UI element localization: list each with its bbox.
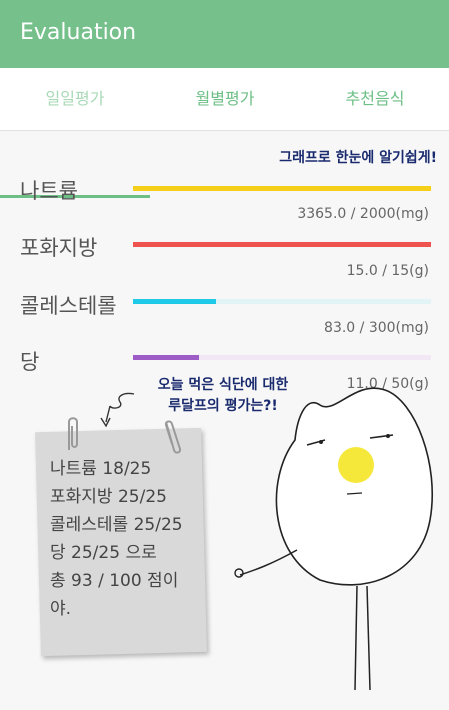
nutrient-bar-cholesterol bbox=[133, 299, 216, 304]
nutrient-track-sodium bbox=[133, 186, 431, 191]
evaluation-note-text: 나트륨 18/25 포화지방 25/25 콜레스테롤 25/25 당 25/25… bbox=[50, 459, 183, 619]
nutrient-track-sugar bbox=[133, 355, 431, 360]
nutrient-track-saturated-fat bbox=[133, 242, 431, 247]
nutrient-amount-sugar: 11.0 / 50(g) bbox=[346, 376, 429, 392]
paperclip-icon bbox=[164, 420, 182, 454]
squiggle-arrow-icon bbox=[100, 392, 135, 428]
nutrient-label-cholesterol: 콜레스테롤 bbox=[20, 294, 117, 318]
nutrient-amount-cholesterol: 83.0 / 300(mg) bbox=[324, 320, 429, 336]
nutrient-amount-saturated-fat: 15.0 / 15(g) bbox=[346, 263, 429, 279]
nutrient-bar-saturated-fat bbox=[133, 242, 431, 247]
nutrient-label-saturated-fat: 포화지방 bbox=[20, 236, 98, 260]
speech-line-1: 오늘 먹은 식단에 대한 bbox=[157, 377, 289, 393]
ludolf-character-illustration bbox=[234, 387, 434, 690]
nutrient-label-sugar: 당 bbox=[20, 350, 40, 374]
speech-line-2: 루달프의 평가는?! bbox=[168, 398, 278, 414]
paperclip-icon bbox=[68, 417, 78, 450]
app-bar: Evaluation bbox=[0, 0, 449, 68]
speech-bubble: 오늘 먹은 식단에 대한 루달프의 평가는?! bbox=[138, 375, 308, 417]
tab-monthly-evaluation[interactable]: 월별평가 bbox=[195, 89, 255, 108]
tab-indicator bbox=[0, 195, 150, 198]
graph-headline: 그래프로 한눈에 알기쉽게! bbox=[279, 150, 437, 166]
nutrient-bar-sugar bbox=[133, 355, 199, 360]
tab-recommended-food[interactable]: 추천음식 bbox=[345, 89, 405, 108]
tab-daily-evaluation[interactable]: 일일평가 bbox=[45, 89, 105, 108]
tab-bar: 일일평가 월별평가 추천음식 bbox=[0, 68, 449, 198]
nutrient-track-cholesterol bbox=[133, 299, 431, 304]
nutrient-label-sodium: 나트륨 bbox=[20, 179, 78, 203]
nutrient-bar-sodium bbox=[133, 186, 431, 191]
app-title: Evaluation bbox=[20, 20, 137, 45]
nutrient-amount-sodium: 3365.0 / 2000(mg) bbox=[297, 206, 429, 222]
